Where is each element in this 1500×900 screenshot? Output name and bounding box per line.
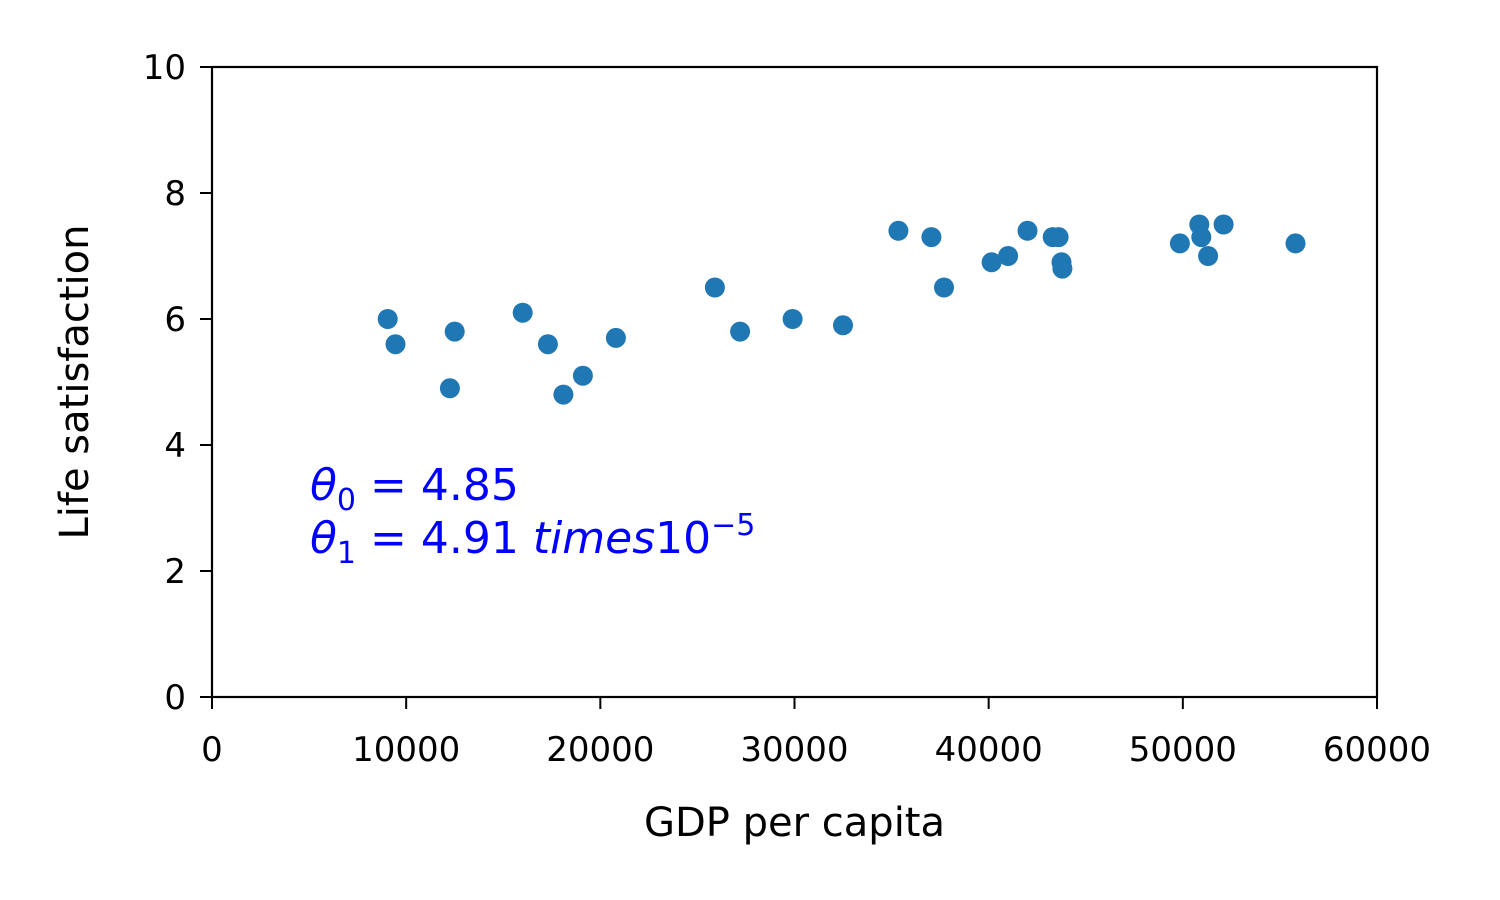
- data-point-3: [444, 321, 465, 342]
- data-point-9: [704, 277, 725, 298]
- data-point-20: [1048, 227, 1069, 248]
- y-tick-label: 8: [164, 174, 186, 214]
- theta1-symbol: θ: [310, 513, 337, 564]
- data-point-17: [998, 246, 1019, 266]
- data-point-18: [1017, 220, 1038, 241]
- y-tick-label: 6: [164, 300, 186, 340]
- data-point-27: [1213, 214, 1234, 235]
- data-point-0: [377, 309, 398, 329]
- theta1-times-word: times: [533, 513, 655, 564]
- data-point-1: [385, 334, 406, 355]
- theta1-equals: =: [356, 513, 421, 564]
- theta1-exponent: −5: [711, 508, 755, 543]
- y-tick-label: 10: [143, 48, 186, 88]
- y-tick-label: 2: [164, 552, 186, 592]
- data-point-16: [981, 252, 1002, 273]
- x-tick-label: 30000: [740, 730, 848, 770]
- x-axis-title: GDP per capita: [644, 800, 945, 846]
- x-tick-label: 10000: [352, 730, 460, 770]
- theta0-symbol: θ: [310, 460, 337, 511]
- data-point-6: [553, 384, 574, 405]
- theta0-annotation: θ0 = 4.85: [310, 460, 519, 518]
- x-axis-ticks: 0 10000 20000 30000 40000 50000 60000: [201, 697, 1431, 770]
- y-tick-label: 4: [164, 426, 186, 466]
- x-tick-label: 40000: [935, 730, 1043, 770]
- theta1-subscript: 1: [337, 536, 356, 571]
- x-tick-label: 60000: [1323, 730, 1431, 770]
- data-point-4: [512, 302, 533, 323]
- data-point-15: [934, 277, 954, 298]
- theta1-annotation: θ1 = 4.91 times10−5: [310, 508, 755, 571]
- data-point-8: [605, 327, 626, 348]
- data-point-25: [1191, 227, 1212, 248]
- data-point-13: [888, 220, 909, 241]
- theta0-value: 4.85: [421, 460, 519, 511]
- y-tick-label: 0: [164, 678, 186, 718]
- data-point-23: [1169, 233, 1190, 254]
- theta1-base: 10: [655, 513, 711, 564]
- data-point-12: [833, 315, 853, 336]
- data-point-2: [439, 378, 460, 399]
- theta0-subscript: 0: [337, 483, 356, 518]
- data-point-22: [1052, 258, 1073, 279]
- plot-frame: [210, 65, 1379, 699]
- x-tick-label: 20000: [546, 730, 654, 770]
- theta1-value: 4.91: [421, 513, 533, 564]
- x-tick-label: 50000: [1129, 730, 1237, 770]
- data-point-26: [1198, 246, 1219, 266]
- points-layer: [377, 214, 1306, 405]
- data-point-14: [921, 227, 942, 248]
- y-axis-title: Life satisfaction: [52, 225, 98, 540]
- data-point-10: [730, 321, 751, 342]
- y-axis-ticks: 0 2 4 6 8 10: [143, 48, 212, 718]
- data-point-28: [1285, 233, 1306, 254]
- data-point-5: [537, 334, 558, 355]
- x-tick-label: 0: [201, 730, 223, 770]
- data-point-11: [782, 309, 803, 329]
- data-point-7: [572, 365, 593, 386]
- theta0-equals: =: [356, 460, 421, 511]
